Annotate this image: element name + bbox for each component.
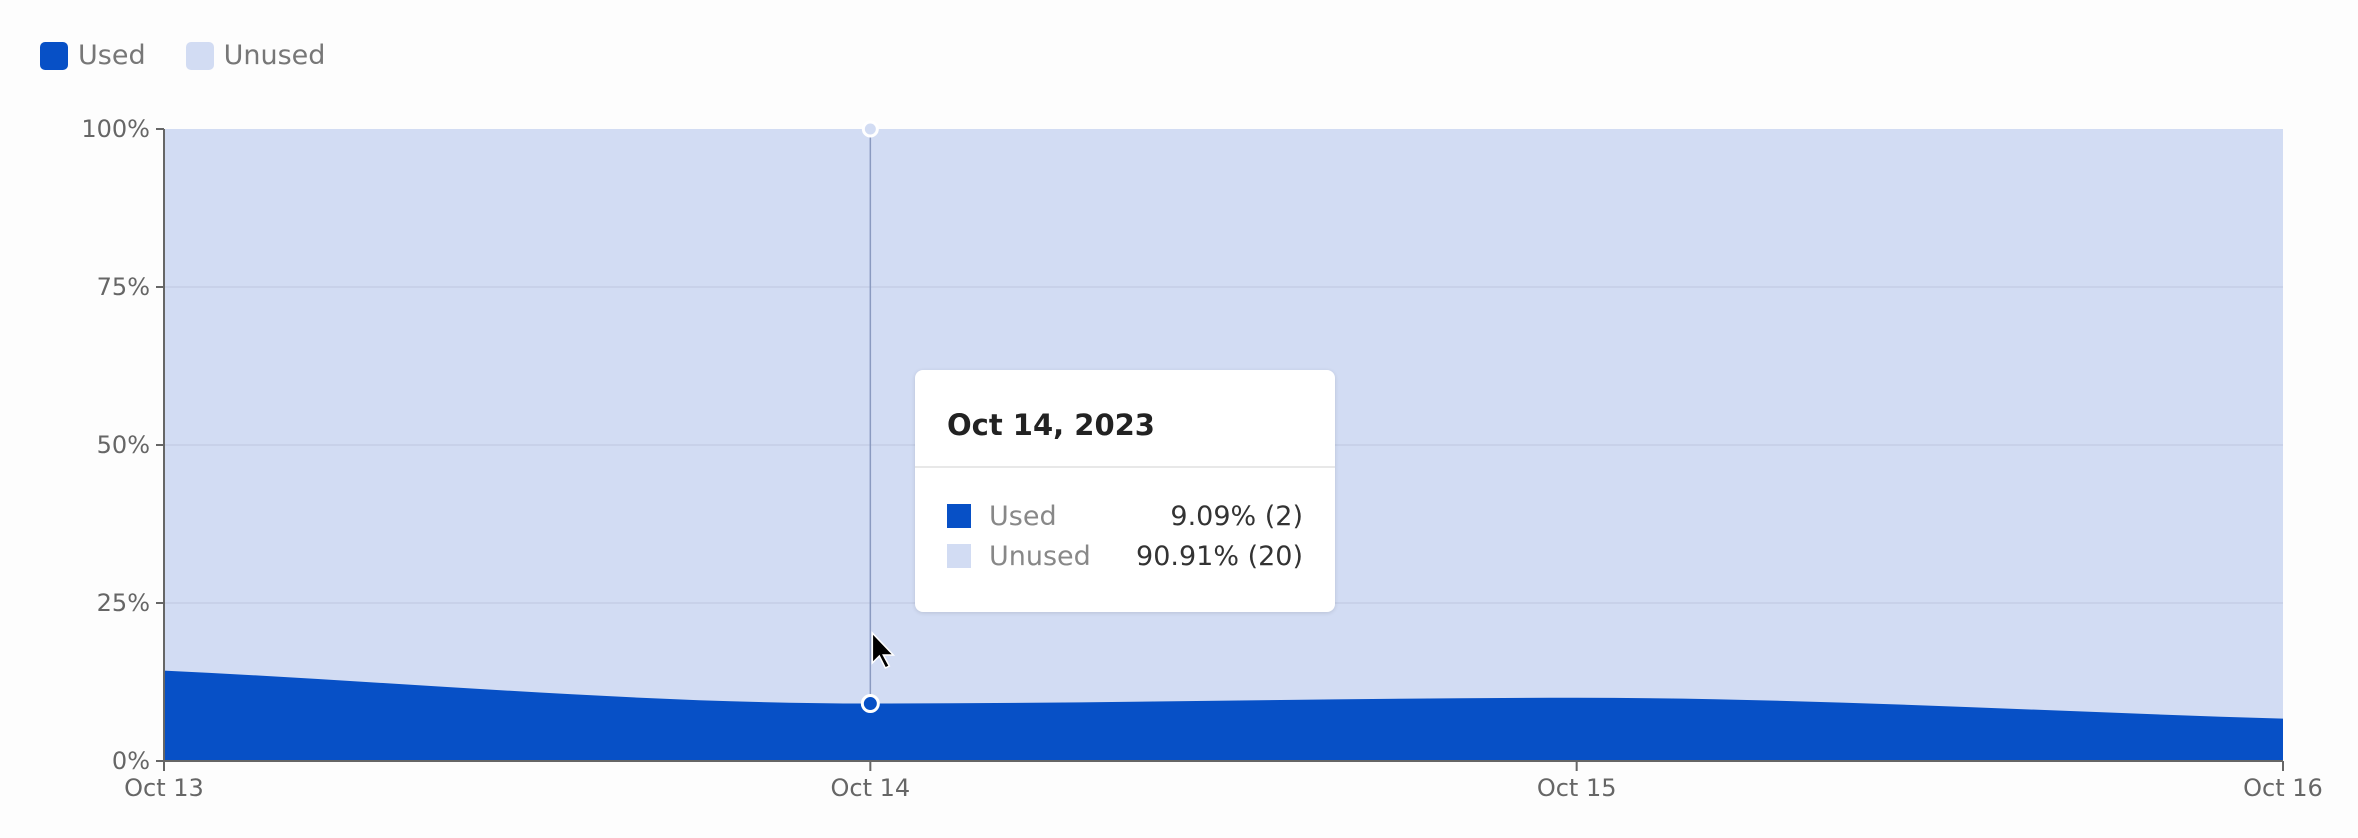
y-tick-label: 0% — [112, 747, 150, 775]
x-tick-label: Oct 13 — [124, 774, 204, 802]
y-tick-label: 50% — [97, 431, 150, 459]
legend-item-unused[interactable]: Unused — [185, 40, 326, 71]
legend-swatch-unused — [185, 41, 214, 70]
x-tick-label: Oct 14 — [830, 774, 910, 802]
hover-tooltip: Oct 14, 2023 Used 9.09% (2) Unused 90.91… — [915, 370, 1335, 612]
tooltip-swatch-used — [947, 504, 971, 528]
legend-item-used[interactable]: Used — [40, 40, 146, 71]
hover-point-unused — [861, 120, 879, 138]
mouse-cursor-icon — [871, 631, 896, 670]
x-tick-label: Oct 16 — [2243, 774, 2323, 802]
tooltip-swatch-unused — [947, 544, 971, 568]
y-tick-label: 25% — [97, 589, 150, 617]
y-tick-label: 100% — [81, 115, 150, 143]
legend-swatch-used — [40, 41, 68, 70]
legend-label-unused: Unused — [223, 40, 326, 71]
area-used — [164, 670, 2283, 761]
y-tick-label: 75% — [97, 273, 150, 301]
tooltip-label-used: Used — [989, 500, 1057, 532]
legend-label-used: Used — [78, 40, 146, 71]
tooltip-row-used: Used 9.09% (2) — [947, 496, 1303, 536]
x-tick-label: Oct 15 — [1537, 774, 1617, 802]
tooltip-title: Oct 14, 2023 — [915, 370, 1335, 468]
hover-point-used — [860, 694, 880, 714]
tooltip-value-used: 9.09% (2) — [1170, 500, 1303, 532]
tooltip-value-unused: 90.91% (20) — [1136, 540, 1303, 572]
tooltip-row-unused: Unused 90.91% (20) — [947, 536, 1303, 576]
tooltip-label-unused: Unused — [989, 540, 1091, 572]
chart-legend: Used Unused — [40, 40, 325, 71]
